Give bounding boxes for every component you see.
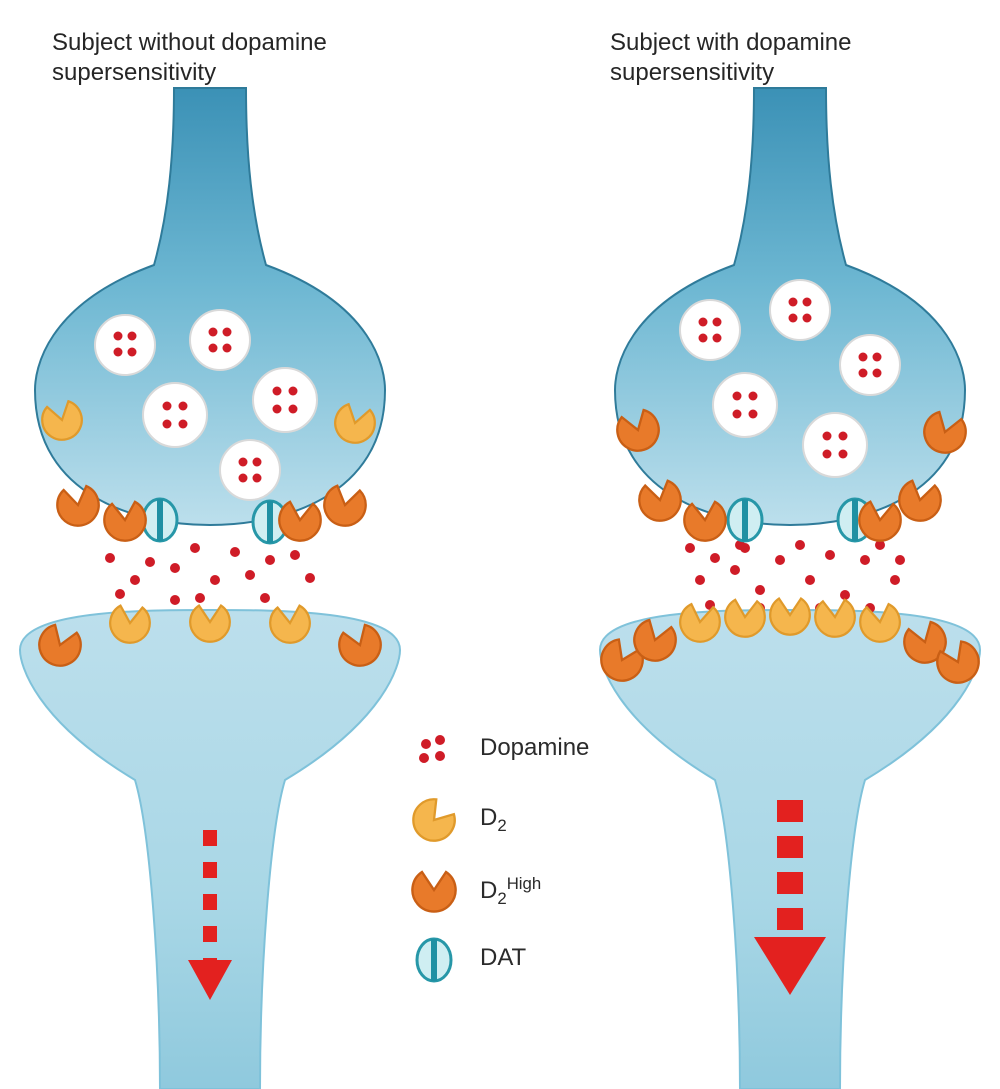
dopamine-dot (823, 432, 832, 441)
dopamine-dot (245, 570, 255, 580)
legend-dat-label: DAT (480, 944, 526, 972)
dopamine-dot (195, 593, 205, 603)
dopamine-dot (170, 595, 180, 605)
dopamine-dot (840, 590, 850, 600)
dopamine-dot (253, 474, 262, 483)
vesicle (220, 440, 280, 500)
dopamine-dot (699, 318, 708, 327)
dopamine-dot (755, 585, 765, 595)
dopamine-dot (805, 575, 815, 585)
dopamine-dot (685, 543, 695, 553)
dopamine-dot (873, 369, 882, 378)
dopamine-dot (209, 328, 218, 337)
dopamine-dot (713, 318, 722, 327)
dopamine-dot (710, 553, 720, 563)
vesicle (713, 373, 777, 437)
dopamine-dot (895, 555, 905, 565)
presynaptic-neuron (35, 88, 385, 525)
dopamine-dot (873, 353, 882, 362)
legend-d2high-icon (412, 872, 455, 912)
legend-d2-icon (405, 793, 461, 849)
dopamine-dot (730, 565, 740, 575)
dopamine-dot (795, 540, 805, 550)
d2high-receptor (55, 484, 102, 529)
dopamine-dot (210, 575, 220, 585)
dat-transporter (728, 499, 762, 541)
dopamine-dot (421, 739, 431, 749)
dopamine-dot (823, 450, 832, 459)
vesicle (770, 280, 830, 340)
dopamine-dot (789, 298, 798, 307)
postsynaptic-neuron (20, 610, 400, 1089)
dopamine-dot (733, 410, 742, 419)
title-right: Subject with dopamine supersensitivity (610, 28, 851, 88)
dopamine-dot (223, 328, 232, 337)
dopamine-dot (733, 392, 742, 401)
dat-transporter (143, 499, 177, 541)
vesicle (253, 368, 317, 432)
legend-d2high-label: D2High (480, 874, 541, 909)
dopamine-dot (803, 314, 812, 323)
vesicle (803, 413, 867, 477)
dopamine-dot (114, 332, 123, 341)
dopamine-dot (239, 458, 248, 467)
dopamine-dot (145, 557, 155, 567)
dopamine-dot (839, 450, 848, 459)
dopamine-dot (290, 550, 300, 560)
dopamine-dot (170, 563, 180, 573)
dopamine-dot (890, 575, 900, 585)
dopamine-dot (179, 420, 188, 429)
dat-transporter (417, 939, 451, 981)
dopamine-dot (273, 387, 282, 396)
dopamine-dot (789, 314, 798, 323)
dopamine-dot (803, 298, 812, 307)
dopamine-dot (695, 575, 705, 585)
dopamine-dot (713, 334, 722, 343)
vesicle (190, 310, 250, 370)
dopamine-dot (190, 543, 200, 553)
dopamine-dot (128, 332, 137, 341)
dopamine-dot (435, 751, 445, 761)
vesicle (143, 383, 207, 447)
legend-d2-label: D2 (480, 804, 507, 836)
diagram-svg (0, 0, 1000, 1089)
dopamine-dot (260, 593, 270, 603)
dopamine-dot (265, 555, 275, 565)
vesicle (680, 300, 740, 360)
dopamine-dot (239, 474, 248, 483)
dopamine-dot (860, 555, 870, 565)
dopamine-dot (163, 402, 172, 411)
d2-receptor (770, 599, 810, 635)
dopamine-dot (230, 547, 240, 557)
dopamine-dot (305, 573, 315, 583)
legend-dopamine-label: Dopamine (480, 734, 589, 762)
dopamine-dot (128, 348, 137, 357)
dopamine-dot (839, 432, 848, 441)
dopamine-dot (273, 405, 282, 414)
dopamine-dot (859, 353, 868, 362)
dopamine-dot (419, 753, 429, 763)
dopamine-dot (114, 348, 123, 357)
dopamine-dot (105, 553, 115, 563)
dopamine-dot (209, 344, 218, 353)
dopamine-dot (115, 589, 125, 599)
dopamine-dot (749, 410, 758, 419)
dopamine-dot (163, 420, 172, 429)
dopamine-dot (179, 402, 188, 411)
title-left: Subject without dopamine supersensitivit… (52, 28, 327, 88)
vesicle (95, 315, 155, 375)
dopamine-dot (775, 555, 785, 565)
dopamine-dot (749, 392, 758, 401)
dopamine-dot (289, 387, 298, 396)
dopamine-dot (699, 334, 708, 343)
dopamine-dot (130, 575, 140, 585)
dopamine-dot (253, 458, 262, 467)
dopamine-dot (289, 405, 298, 414)
dopamine-dot (825, 550, 835, 560)
vesicle (840, 335, 900, 395)
dopamine-dot (435, 735, 445, 745)
dopamine-dot (223, 344, 232, 353)
dopamine-dot (859, 369, 868, 378)
